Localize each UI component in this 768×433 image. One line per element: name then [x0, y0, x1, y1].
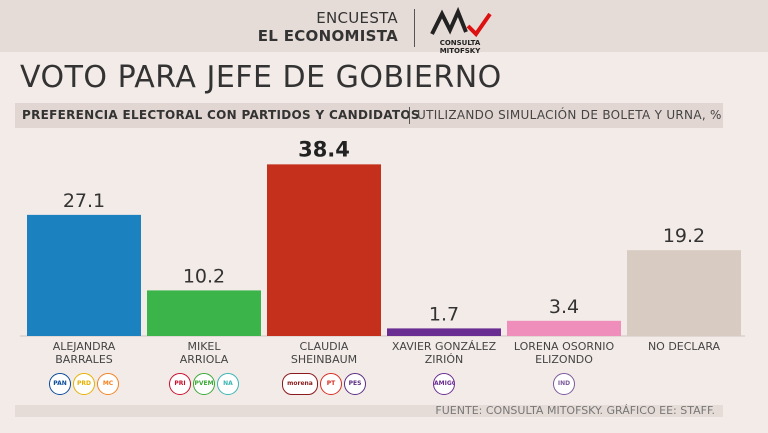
- value-label-1: 27.1: [63, 190, 105, 212]
- bar-4: [387, 328, 501, 336]
- subtitle-light: UTILIZANDO SIMULACIÓN DE BOLETA Y URNA, …: [417, 108, 722, 122]
- party-logos-2: PRI PVEM NA: [147, 370, 261, 398]
- category-label-1: ALEJANDRA BARRALES: [26, 340, 142, 366]
- page-title: VOTO PARA JEFE DE GOBIERNO: [20, 60, 502, 95]
- category-label-line: CLAUDIA: [299, 340, 349, 353]
- party-logo-icon: PRD: [73, 373, 95, 395]
- header-band: [0, 0, 768, 52]
- value-label-3: 38.4: [298, 137, 350, 161]
- mitofsky-logo: CONSULTA MITOFSKY: [424, 6, 496, 55]
- category-label-4: XAVIER GONZÁLEZ ZIRIÓN: [386, 340, 502, 366]
- category-label-6: NO DECLARA: [626, 340, 742, 353]
- pollster-logo-icon: [430, 6, 492, 38]
- category-label-line: ZIRIÓN: [424, 353, 464, 366]
- subtitle-divider: [409, 107, 410, 124]
- party-logos-1: PAN PRD MC: [27, 370, 141, 398]
- party-logo-icon: PT: [320, 373, 342, 395]
- value-label-2: 10.2: [183, 265, 225, 287]
- party-logos-3: morena PT PES: [267, 370, 381, 398]
- party-logo-icon: PAN: [49, 373, 71, 395]
- party-logo-icon: IND: [553, 373, 575, 395]
- subtitle-bold: PREFERENCIA ELECTORAL CON PARTIDOS Y CAN…: [22, 108, 420, 122]
- category-label-5: LORENA OSORNIO ELIZONDO: [506, 340, 622, 366]
- category-label-line: XAVIER GONZÁLEZ: [391, 340, 497, 353]
- category-label-line: MIKEL: [187, 340, 221, 353]
- party-logos-5: IND: [507, 370, 621, 398]
- bar-1: [27, 214, 141, 336]
- party-logo-icon: PES: [344, 373, 366, 395]
- footer-bar: FUENTE: CONSULTA MITOFSKY. GRÁFICO EE: S…: [15, 404, 723, 417]
- party-logo-icon: AMIGOS: [433, 373, 455, 395]
- category-label-line: NO DECLARA: [647, 340, 721, 353]
- value-label-6: 19.2: [663, 225, 705, 247]
- subtitle-bar: PREFERENCIA ELECTORAL CON PARTIDOS Y CAN…: [15, 103, 723, 128]
- survey-label: ENCUESTA: [316, 9, 398, 27]
- party-logo-icon: PVEM: [193, 373, 215, 395]
- bar-2: [147, 290, 261, 336]
- category-label-2: MIKEL ARRIOLA: [146, 340, 262, 366]
- bar-3: [267, 164, 381, 336]
- category-label-line: ELIZONDO: [535, 353, 593, 366]
- source-credit: FUENTE: CONSULTA MITOFSKY. GRÁFICO EE: S…: [435, 404, 715, 417]
- bar-6: [627, 250, 741, 336]
- category-label-line: SHEINBAUM: [290, 353, 358, 366]
- party-logo-icon: MC: [97, 373, 119, 395]
- category-label-line: ARRIOLA: [179, 353, 229, 366]
- newspaper-label: EL ECONOMISTA: [257, 27, 398, 45]
- category-label-line: LORENA OSORNIO: [513, 340, 615, 353]
- party-logo-icon: NA: [217, 373, 239, 395]
- party-logos-4: AMIGOS: [387, 370, 501, 398]
- party-logo-icon: PRI: [169, 373, 191, 395]
- category-label-line: BARRALES: [55, 353, 113, 366]
- bar-5: [507, 320, 621, 336]
- category-label-3: CLAUDIA SHEINBAUM: [266, 340, 382, 366]
- value-label-5: 3.4: [549, 296, 579, 318]
- party-logo-icon: morena: [282, 373, 318, 395]
- value-label-4: 1.7: [429, 303, 459, 325]
- header-divider: [414, 9, 415, 47]
- category-label-line: ALEJANDRA: [52, 340, 116, 353]
- logo-text: CONSULTA MITOFSKY: [439, 39, 481, 55]
